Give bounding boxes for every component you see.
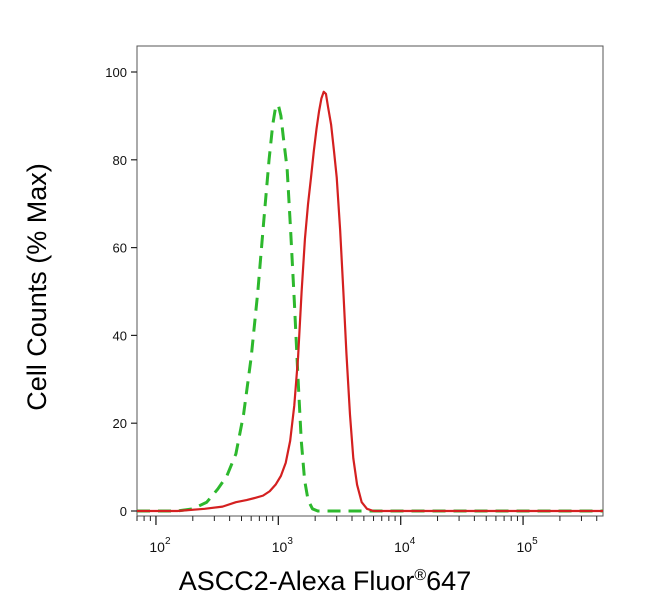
- y-tick-label-40: 40: [113, 328, 127, 343]
- x-axis: 102 103 104 105: [136, 516, 598, 555]
- y-axis: 0 20 40 60 80 100: [105, 65, 137, 519]
- y-tick-label-100: 100: [105, 65, 127, 80]
- series-line-0: [137, 103, 603, 513]
- x-tick-label-2: 102: [149, 536, 171, 555]
- y-tick-label-0: 0: [120, 504, 127, 519]
- series-layer: [137, 90, 603, 513]
- y-tick-label-60: 60: [113, 241, 127, 256]
- y-axis-title: Cell Counts (% Max): [22, 163, 52, 411]
- x-tick-label-5: 105: [516, 536, 538, 555]
- x-axis-title: ASCC2-Alexa Fluor®647: [179, 566, 471, 596]
- x-tick-label-3: 103: [272, 536, 294, 555]
- x-axis-title-registered-mark: ®: [414, 567, 426, 584]
- series-line-1: [137, 90, 603, 513]
- y-tick-label-80: 80: [113, 153, 127, 168]
- x-axis-title-main: ASCC2-Alexa Fluor: [179, 566, 415, 596]
- plot-frame: [136, 45, 604, 517]
- x-axis-title-suffix: 647: [426, 566, 471, 596]
- x-tick-label-4: 104: [394, 536, 416, 555]
- y-tick-label-20: 20: [113, 416, 127, 431]
